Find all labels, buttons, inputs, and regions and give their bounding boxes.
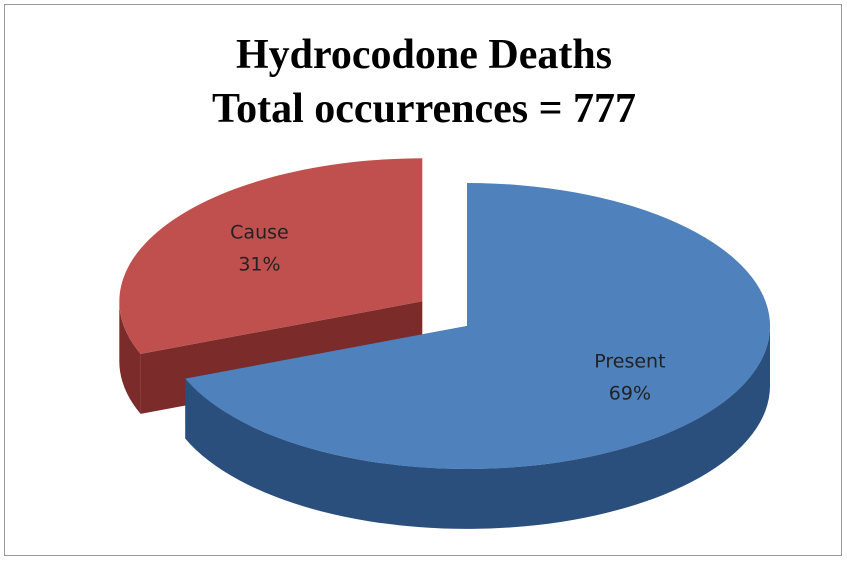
chart-title: Hydrocodone Deaths <box>236 32 612 78</box>
pie: Present 69% Cause 31% <box>119 158 771 529</box>
slice-value-label: 69% <box>609 383 651 405</box>
slice-side <box>185 326 771 529</box>
chart-subtitle: Total occurrences = 777 <box>212 86 636 132</box>
slice-category-label: Present <box>594 351 665 373</box>
slice-value-label: 31% <box>238 254 280 276</box>
slice <box>185 182 771 469</box>
slice <box>119 158 423 354</box>
slice-category-label: Cause <box>230 222 289 244</box>
slice-side <box>119 301 141 414</box>
